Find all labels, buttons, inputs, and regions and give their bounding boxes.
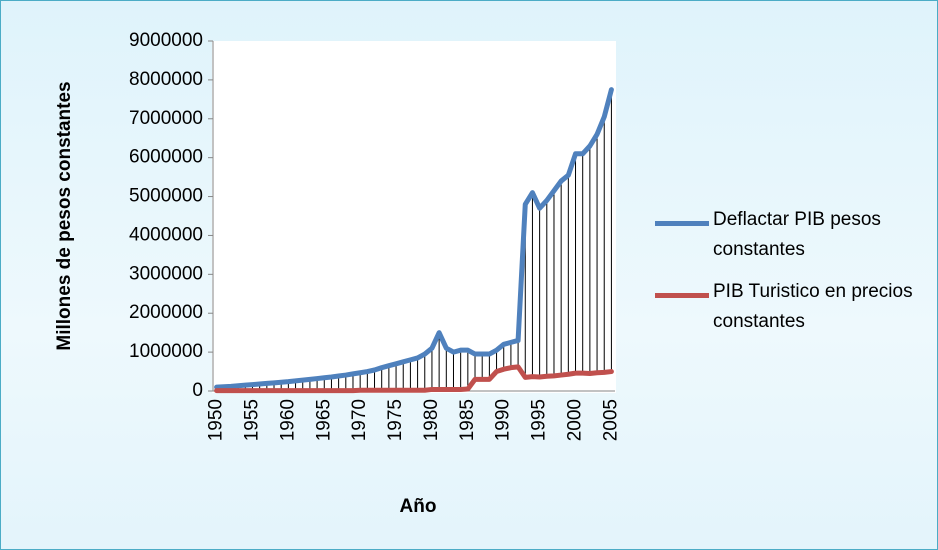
series-line — [214, 87, 614, 390]
y-tick-label: 5000000 — [129, 186, 203, 207]
series-line — [214, 364, 614, 394]
plot-area — [212, 41, 616, 393]
x-tick-label: 1950 — [206, 399, 227, 441]
y-tick-label: 7000000 — [129, 108, 203, 129]
y-tick-label: 8000000 — [129, 69, 203, 90]
x-tick-label: 2000 — [565, 399, 586, 441]
y-axis-title: Millones de pesos constantes — [54, 81, 75, 350]
legend-item: Deflactar PIB pesos constantes — [653, 205, 933, 265]
x-tick-label: 1995 — [529, 399, 550, 441]
legend-label: PIB Turistico en precios constantes — [713, 281, 913, 332]
y-tick-label: 4000000 — [129, 224, 203, 245]
legend-item: PIB Turistico en precios constantes — [653, 277, 933, 337]
x-axis-title: Año — [400, 496, 437, 517]
legend-label: Deflactar PIB pesos constantes — [713, 209, 881, 260]
x-tick-label: 1965 — [313, 399, 334, 441]
legend: Deflactar PIB pesos constantes PIB Turist… — [653, 205, 933, 349]
x-tick-label: 1985 — [457, 399, 478, 441]
y-tick-label: 9000000 — [129, 30, 203, 51]
y-tick-label: 6000000 — [129, 147, 203, 168]
y-tick-label: 0 — [192, 380, 203, 401]
legend-swatch — [655, 293, 709, 298]
y-tick-label: 3000000 — [129, 263, 203, 284]
x-tick-label: 1990 — [493, 399, 514, 441]
legend-swatch — [655, 221, 709, 226]
x-tick-label: 1975 — [385, 399, 406, 441]
x-tick-label: 1955 — [241, 399, 262, 441]
x-tick-label: 1980 — [421, 399, 442, 441]
y-tick-label: 1000000 — [129, 341, 203, 362]
x-tick-label: 1970 — [349, 399, 370, 441]
y-tick-label: 2000000 — [129, 302, 203, 323]
x-tick-label: 2005 — [600, 399, 621, 441]
x-tick-label: 1960 — [277, 399, 298, 441]
